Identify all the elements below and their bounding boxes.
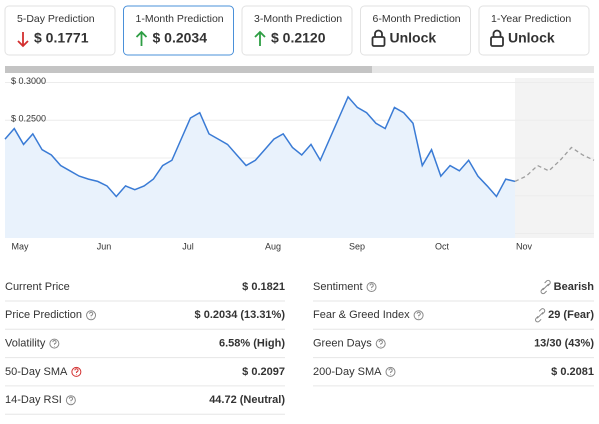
stat-label: Fear & Greed Index — [313, 309, 410, 321]
x-tick-label: Jun — [97, 241, 112, 251]
arrow-up — [254, 30, 266, 46]
y-tick-label: $ 0.2500 — [11, 114, 46, 124]
stat-label: Green Days — [313, 338, 372, 350]
arrow-down — [17, 32, 29, 48]
info-icon[interactable] — [49, 338, 60, 349]
info-mark — [378, 340, 383, 347]
stat-value: $ 0.2097 — [242, 366, 285, 378]
stat-label: 50-Day SMA — [5, 366, 68, 378]
info-mark — [89, 311, 94, 319]
prediction-card[interactable] — [478, 5, 590, 56]
prediction-card[interactable] — [360, 5, 471, 56]
stat-value: $ 0.2034 — [195, 309, 239, 321]
lock-shackle — [492, 29, 502, 37]
card-label: 5-Day Prediction — [17, 13, 95, 25]
x-tick-label: Nov — [516, 241, 533, 251]
stat-label: 14-Day RSI — [5, 394, 62, 406]
stat-value: $ 0.2081 — [551, 366, 594, 378]
card-value: $ 0.2120 — [271, 30, 326, 46]
price-area — [5, 96, 515, 239]
prediction-card[interactable] — [4, 5, 116, 56]
forecast-line — [514, 146, 595, 182]
lock-icon — [490, 36, 504, 47]
info-icon[interactable] — [375, 338, 386, 349]
info-mark — [369, 283, 374, 290]
price-line — [4, 95, 516, 198]
stat-value: 6.58% (High) — [219, 338, 285, 350]
x-tick-label: May — [11, 241, 29, 251]
info-mark — [68, 396, 74, 404]
card-value: Unlock — [508, 30, 555, 46]
info-icon[interactable] — [86, 310, 97, 321]
info-mark — [388, 368, 393, 375]
card-value: $ 0.2034 — [153, 30, 208, 46]
arrow-up — [135, 30, 148, 46]
info-icon[interactable] — [413, 310, 424, 321]
stat-label: Price Prediction — [5, 309, 82, 321]
info-icon[interactable] — [71, 366, 82, 377]
info-mark — [52, 340, 57, 347]
info-icon[interactable] — [65, 395, 76, 406]
x-tick-label: Sep — [349, 241, 365, 251]
y-tick-label: $ 0.3000 — [11, 76, 46, 86]
lock-shackle — [374, 29, 383, 37]
info-icon[interactable] — [385, 366, 396, 377]
stat-label: Current Price — [5, 281, 70, 293]
lock-icon — [371, 36, 386, 47]
card-value: Unlock — [390, 30, 437, 46]
prediction-card[interactable] — [241, 5, 353, 56]
stat-value: 44.72 (Neutral) — [209, 394, 285, 406]
info-mark — [416, 311, 421, 319]
card-label: 6-Month Prediction — [373, 13, 461, 25]
card-label: 1-Month Prediction — [136, 13, 224, 25]
stat-change: (13.31%) — [240, 309, 285, 321]
stat-label: Sentiment — [313, 281, 363, 293]
stat-value: 13/30 (43%) — [534, 338, 594, 350]
card-label: 3-Month Prediction — [254, 13, 342, 25]
info-icon[interactable] — [366, 282, 377, 292]
stat-label: Volatility — [5, 338, 46, 350]
stat-value: Bearish — [554, 281, 595, 293]
card-value: $ 0.1771 — [34, 30, 89, 46]
info-mark — [74, 368, 79, 375]
x-tick-label: Oct — [435, 241, 450, 251]
x-tick-label: Jul — [182, 241, 194, 251]
link-icon — [540, 279, 551, 295]
prediction-card[interactable] — [123, 5, 234, 56]
stat-label: 200-Day SMA — [313, 366, 382, 378]
stat-value: 29 (Fear) — [548, 309, 594, 321]
x-tick-label: Aug — [265, 241, 281, 251]
stat-value: $ 0.1821 — [242, 281, 285, 293]
link-icon — [535, 308, 546, 323]
scrollbar-thumb[interactable] — [5, 66, 372, 73]
card-label: 1-Year Prediction — [491, 13, 571, 25]
